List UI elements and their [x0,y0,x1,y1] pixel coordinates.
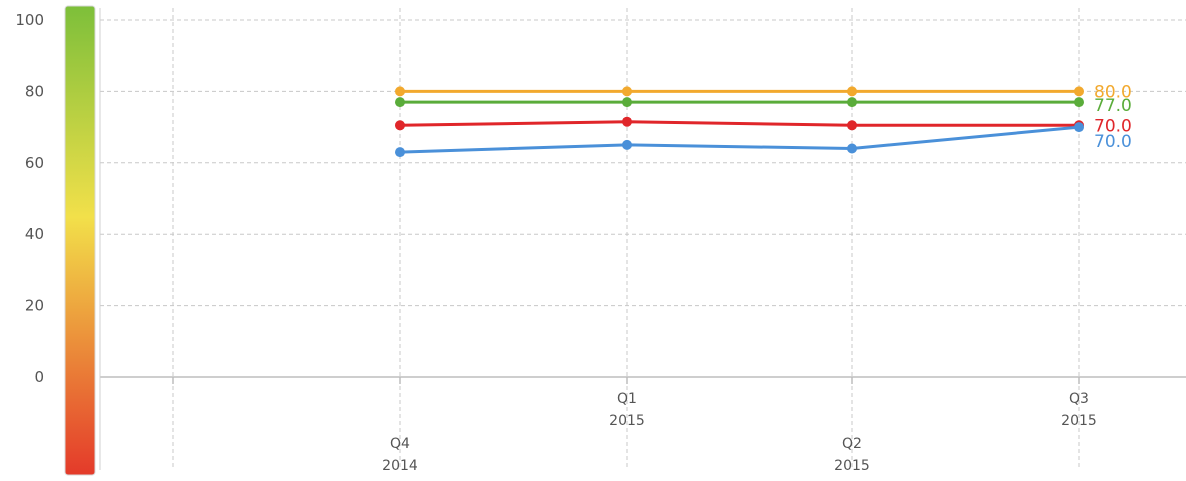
x-tick-label-year: 2015 [834,458,870,474]
y-axis-ticks: 100 80 60 40 20 0 [15,11,44,386]
x-tick-label-quarter: Q4 [390,436,410,452]
x-tick-label-quarter: Q3 [1069,391,1089,407]
x-tick-label-year: 2015 [1061,413,1097,429]
data-label: 70.0 [1094,132,1132,152]
x-axis-ticks: Q4 2014 Q1 2015 Q2 2015 Q3 2015 [382,391,1097,474]
end-labels-layer: 80.077.070.070.0 [1094,82,1132,152]
x-tick-label-quarter: Q1 [617,391,637,407]
data-label: 70.0 [1094,116,1132,136]
data-point [1074,97,1084,108]
data-point [395,86,405,97]
data-point [1074,86,1084,97]
y-tick-label: 80 [25,82,44,100]
y-tick-label: 20 [25,297,44,315]
data-label: 77.0 [1094,96,1132,116]
data-label: 80.0 [1094,82,1132,102]
grid-lines [99,8,1186,470]
data-point [395,97,405,108]
data-point [395,120,405,131]
series-layer [395,86,1084,158]
series-line [398,120,1081,127]
x-tick-label-year: 2014 [382,458,418,474]
data-point [1074,122,1084,133]
data-point [622,97,632,108]
y-tick-label: 40 [25,225,44,243]
data-point [847,97,857,108]
data-point [622,116,632,127]
x-tick-label-year: 2015 [609,413,645,429]
data-point [847,86,857,97]
data-point [622,86,632,97]
y-tick-label: 60 [25,154,44,172]
data-point [847,120,857,131]
data-point [622,139,632,150]
data-point [847,143,857,154]
x-tick-label-quarter: Q2 [842,436,862,452]
data-point [395,147,405,158]
y-tick-label: 100 [15,11,44,29]
series-line [398,125,1081,154]
color-scale-bar [64,5,96,476]
y-tick-label: 0 [34,368,44,386]
